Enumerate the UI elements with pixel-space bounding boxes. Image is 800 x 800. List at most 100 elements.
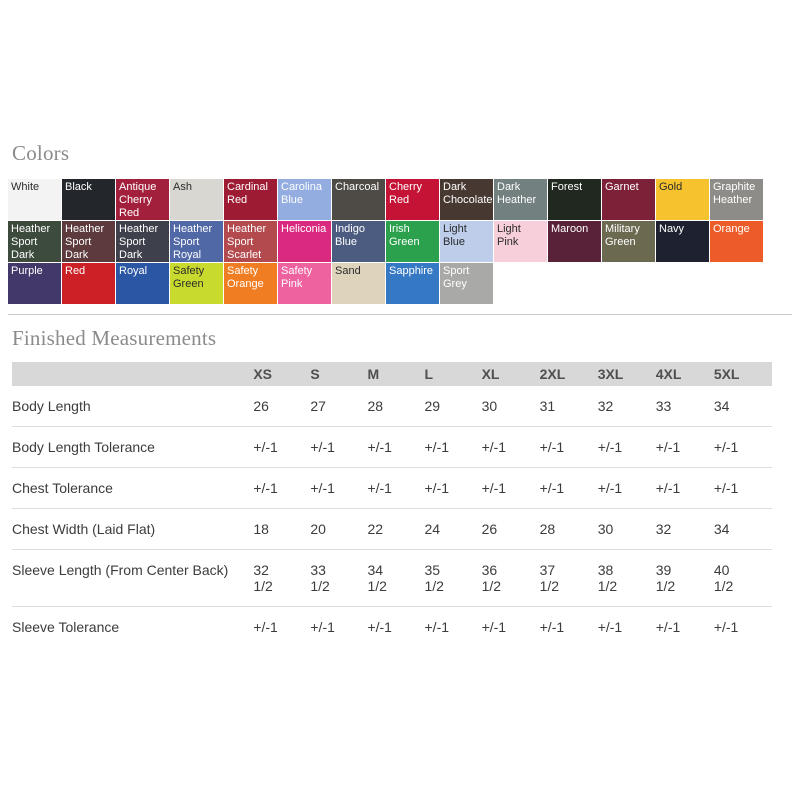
color-swatch-royal[interactable]: Royal	[116, 263, 169, 304]
color-swatch-heather-sport-dark-navy[interactable]: Heather Sport Dark Navy	[116, 221, 169, 262]
measurements-heading: Finished Measurements	[12, 326, 217, 350]
measurement-value: +/-1	[713, 439, 739, 455]
color-swatch-heather-sport-royal[interactable]: Heather Sport Royal	[170, 221, 223, 262]
color-swatch-label: Antique Cherry Red	[119, 181, 157, 219]
measurement-value-cell: +/-1	[714, 607, 772, 648]
color-swatch-label: Heliconia	[281, 223, 327, 235]
color-swatch-irish-green[interactable]: Irish Green	[386, 221, 439, 262]
color-swatch-sport-grey[interactable]: Sport Grey	[440, 263, 493, 304]
colors-heading: Colors	[12, 141, 70, 165]
color-swatch-heather-sport-dark-green[interactable]: Heather Sport Dark Green	[8, 221, 61, 262]
measurement-value: +/-1	[310, 619, 335, 635]
color-swatch-red[interactable]: Red	[62, 263, 115, 304]
color-swatch-light-blue[interactable]: Light Blue	[440, 221, 493, 262]
measurement-row-label: Body Length Tolerance	[12, 426, 254, 468]
measurement-value: 30	[481, 398, 498, 414]
color-swatch-label: Heather Sport Scarlet	[227, 223, 267, 261]
color-swatch-carolina-blue[interactable]: Carolina Blue	[278, 179, 331, 220]
color-swatch-label: Charcoal	[335, 181, 380, 193]
measurement-value-cell: 20	[310, 508, 368, 550]
color-swatch-safety-green[interactable]: Safety Green	[170, 263, 223, 304]
measurement-value-cell: 35 1/2	[424, 549, 482, 607]
measurement-value-cell: +/-1	[713, 467, 772, 509]
measurement-value: 34 1/2	[367, 562, 387, 594]
color-swatch-row: White Black Antique Cherry Red Ash Cardinal …	[8, 179, 800, 220]
color-swatch-heliconia[interactable]: Heliconia	[278, 221, 331, 262]
color-swatch-purple[interactable]: Purple	[8, 263, 61, 304]
measurement-value-cell: 32	[655, 508, 714, 550]
measurement-value: +/-1	[481, 480, 507, 496]
color-swatch-light-pink[interactable]: Light Pink	[494, 221, 547, 262]
measurement-value-cell: +/-1	[424, 426, 482, 468]
measurement-value-cell: +/-1	[253, 607, 310, 648]
measurement-value-cell: +/-1	[367, 467, 425, 509]
color-swatch-dark-chocolate[interactable]: Dark Chocolate	[440, 179, 493, 220]
measurement-value-cell: +/-1	[655, 426, 714, 468]
color-swatch-label: Gold	[659, 181, 683, 193]
color-swatch-cardinal-red[interactable]: Cardinal Red	[224, 179, 277, 220]
measurement-value-cell: 24	[424, 508, 482, 550]
measurement-row-label: Body Length	[12, 386, 254, 427]
measurement-value-cell: +/-1	[713, 426, 772, 468]
color-swatch-sand[interactable]: Sand	[332, 263, 385, 304]
measurement-row-label: Chest Tolerance	[12, 467, 254, 509]
color-swatch-safety-pink[interactable]: Safety Pink	[278, 263, 331, 304]
color-swatch-label: Sport Grey	[443, 265, 470, 290]
measurement-value: 26	[253, 398, 269, 414]
measurement-value-cell: 27	[310, 386, 368, 427]
color-swatch-maroon[interactable]: Maroon	[548, 221, 601, 262]
color-swatch-gold[interactable]: Gold	[656, 179, 709, 220]
measurement-value-cell: 28	[367, 386, 425, 427]
color-swatch-dark-heather[interactable]: Dark Heather	[494, 179, 547, 220]
color-swatch-graphite-heather[interactable]: Graphite Heather	[710, 179, 763, 220]
color-swatch-garnet[interactable]: Garnet	[602, 179, 655, 220]
measurement-value-cell: +/-1	[310, 426, 368, 468]
color-swatch-navy[interactable]: Navy	[656, 221, 709, 262]
size-header-4xl: 4XL	[655, 362, 714, 386]
color-swatch-label: Forest	[551, 181, 583, 193]
color-swatch-sapphire[interactable]: Sapphire	[386, 263, 439, 304]
measurement-value: 33	[655, 398, 672, 414]
measurement-value: +/-1	[597, 439, 623, 455]
color-swatch-safety-orange[interactable]: Safety Orange	[224, 263, 277, 304]
color-swatch-black[interactable]: Black	[62, 179, 115, 220]
color-swatch-label: Safety Orange	[227, 265, 264, 290]
measurement-value: 22	[367, 521, 384, 537]
measurement-row-label: Sleeve Tolerance	[12, 619, 120, 635]
size-header-5xl: 5XL	[713, 362, 772, 386]
color-swatch-military-green[interactable]: Military Green	[602, 221, 655, 262]
color-swatch-label: Dark Chocolate	[443, 181, 493, 206]
color-swatch-orange[interactable]: Orange	[710, 221, 763, 262]
size-header-row: XS S M L XL 2XL 3XL 4XL 5XL	[12, 362, 772, 386]
color-swatch-label: Garnet	[605, 181, 639, 193]
measurement-value-cell: +/-1	[481, 426, 540, 468]
color-swatch-label: Light Pink	[497, 223, 521, 248]
color-swatch-white[interactable]: White	[8, 179, 61, 220]
measurement-value: +/-1	[539, 480, 565, 496]
color-swatch-label: Heather Sport Royal	[173, 223, 213, 261]
measurement-value-cell: 34	[713, 386, 772, 427]
size-header-xl: XL	[481, 362, 540, 386]
color-swatch-ash[interactable]: Ash	[170, 179, 223, 220]
color-swatch-indigo-blue[interactable]: Indigo Blue	[332, 221, 385, 262]
color-swatch-heather-sport-scarlet[interactable]: Heather Sport Scarlet	[224, 221, 277, 262]
measurement-value: +/-1	[424, 480, 450, 496]
measurement-value: +/-1	[481, 619, 507, 635]
measurement-value-cell: +/-1	[367, 426, 425, 468]
color-swatch-forest[interactable]: Forest	[548, 179, 601, 220]
section-divider	[8, 314, 792, 315]
color-swatch-antique-cherry-red[interactable]: Antique Cherry Red	[116, 179, 169, 220]
color-grid: White Black Antique Cherry Red Ash Cardinal …	[8, 179, 800, 304]
color-swatch-label: Indigo Blue	[335, 223, 365, 248]
measurement-value: 35 1/2	[424, 562, 444, 594]
color-swatch-cherry-red[interactable]: Cherry Red	[386, 179, 439, 220]
color-swatch-heather-sport-dark-maroon[interactable]: Heather Sport Dark Maroon	[62, 221, 115, 262]
measurement-value: 27	[310, 398, 326, 414]
measurement-value-cell: +/-1	[253, 426, 311, 468]
color-swatch-row: Heather Sport Dark Green Heather Sport Da…	[8, 221, 800, 262]
measurement-value: 30	[597, 521, 614, 537]
color-swatch-label: Irish Green	[389, 223, 420, 248]
measurement-row: Chest Tolerance +/-1 +/-1 +/-1 +/-1 +/-1 +/-1 +…	[12, 467, 772, 509]
measurement-value-cell: 34	[713, 508, 772, 550]
color-swatch-charcoal[interactable]: Charcoal	[332, 179, 385, 220]
